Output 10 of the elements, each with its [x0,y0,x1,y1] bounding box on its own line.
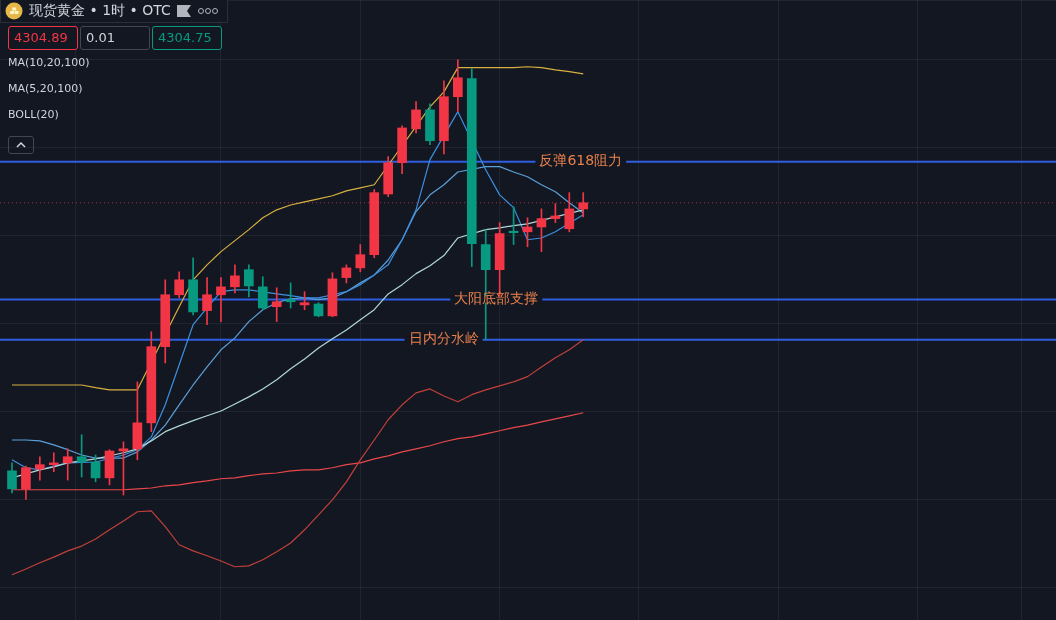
ref-line-label: 反弹618阻力 [539,152,623,169]
ref-line-label: 大阳底部支撑 [454,290,539,307]
annotation: MA(10,20,100) [8,56,90,69]
chart-title: 现货黄金 • 1时 • OTC [29,2,171,20]
text: 0.01 [80,26,150,50]
text: 4304.89 [8,26,78,50]
text: 4304.75 [152,26,222,50]
ref-line-label: 日内分水岭 [408,330,479,347]
annotation: MA(5,20,100) [8,82,83,95]
annotation: BOLL(20) [8,108,59,121]
